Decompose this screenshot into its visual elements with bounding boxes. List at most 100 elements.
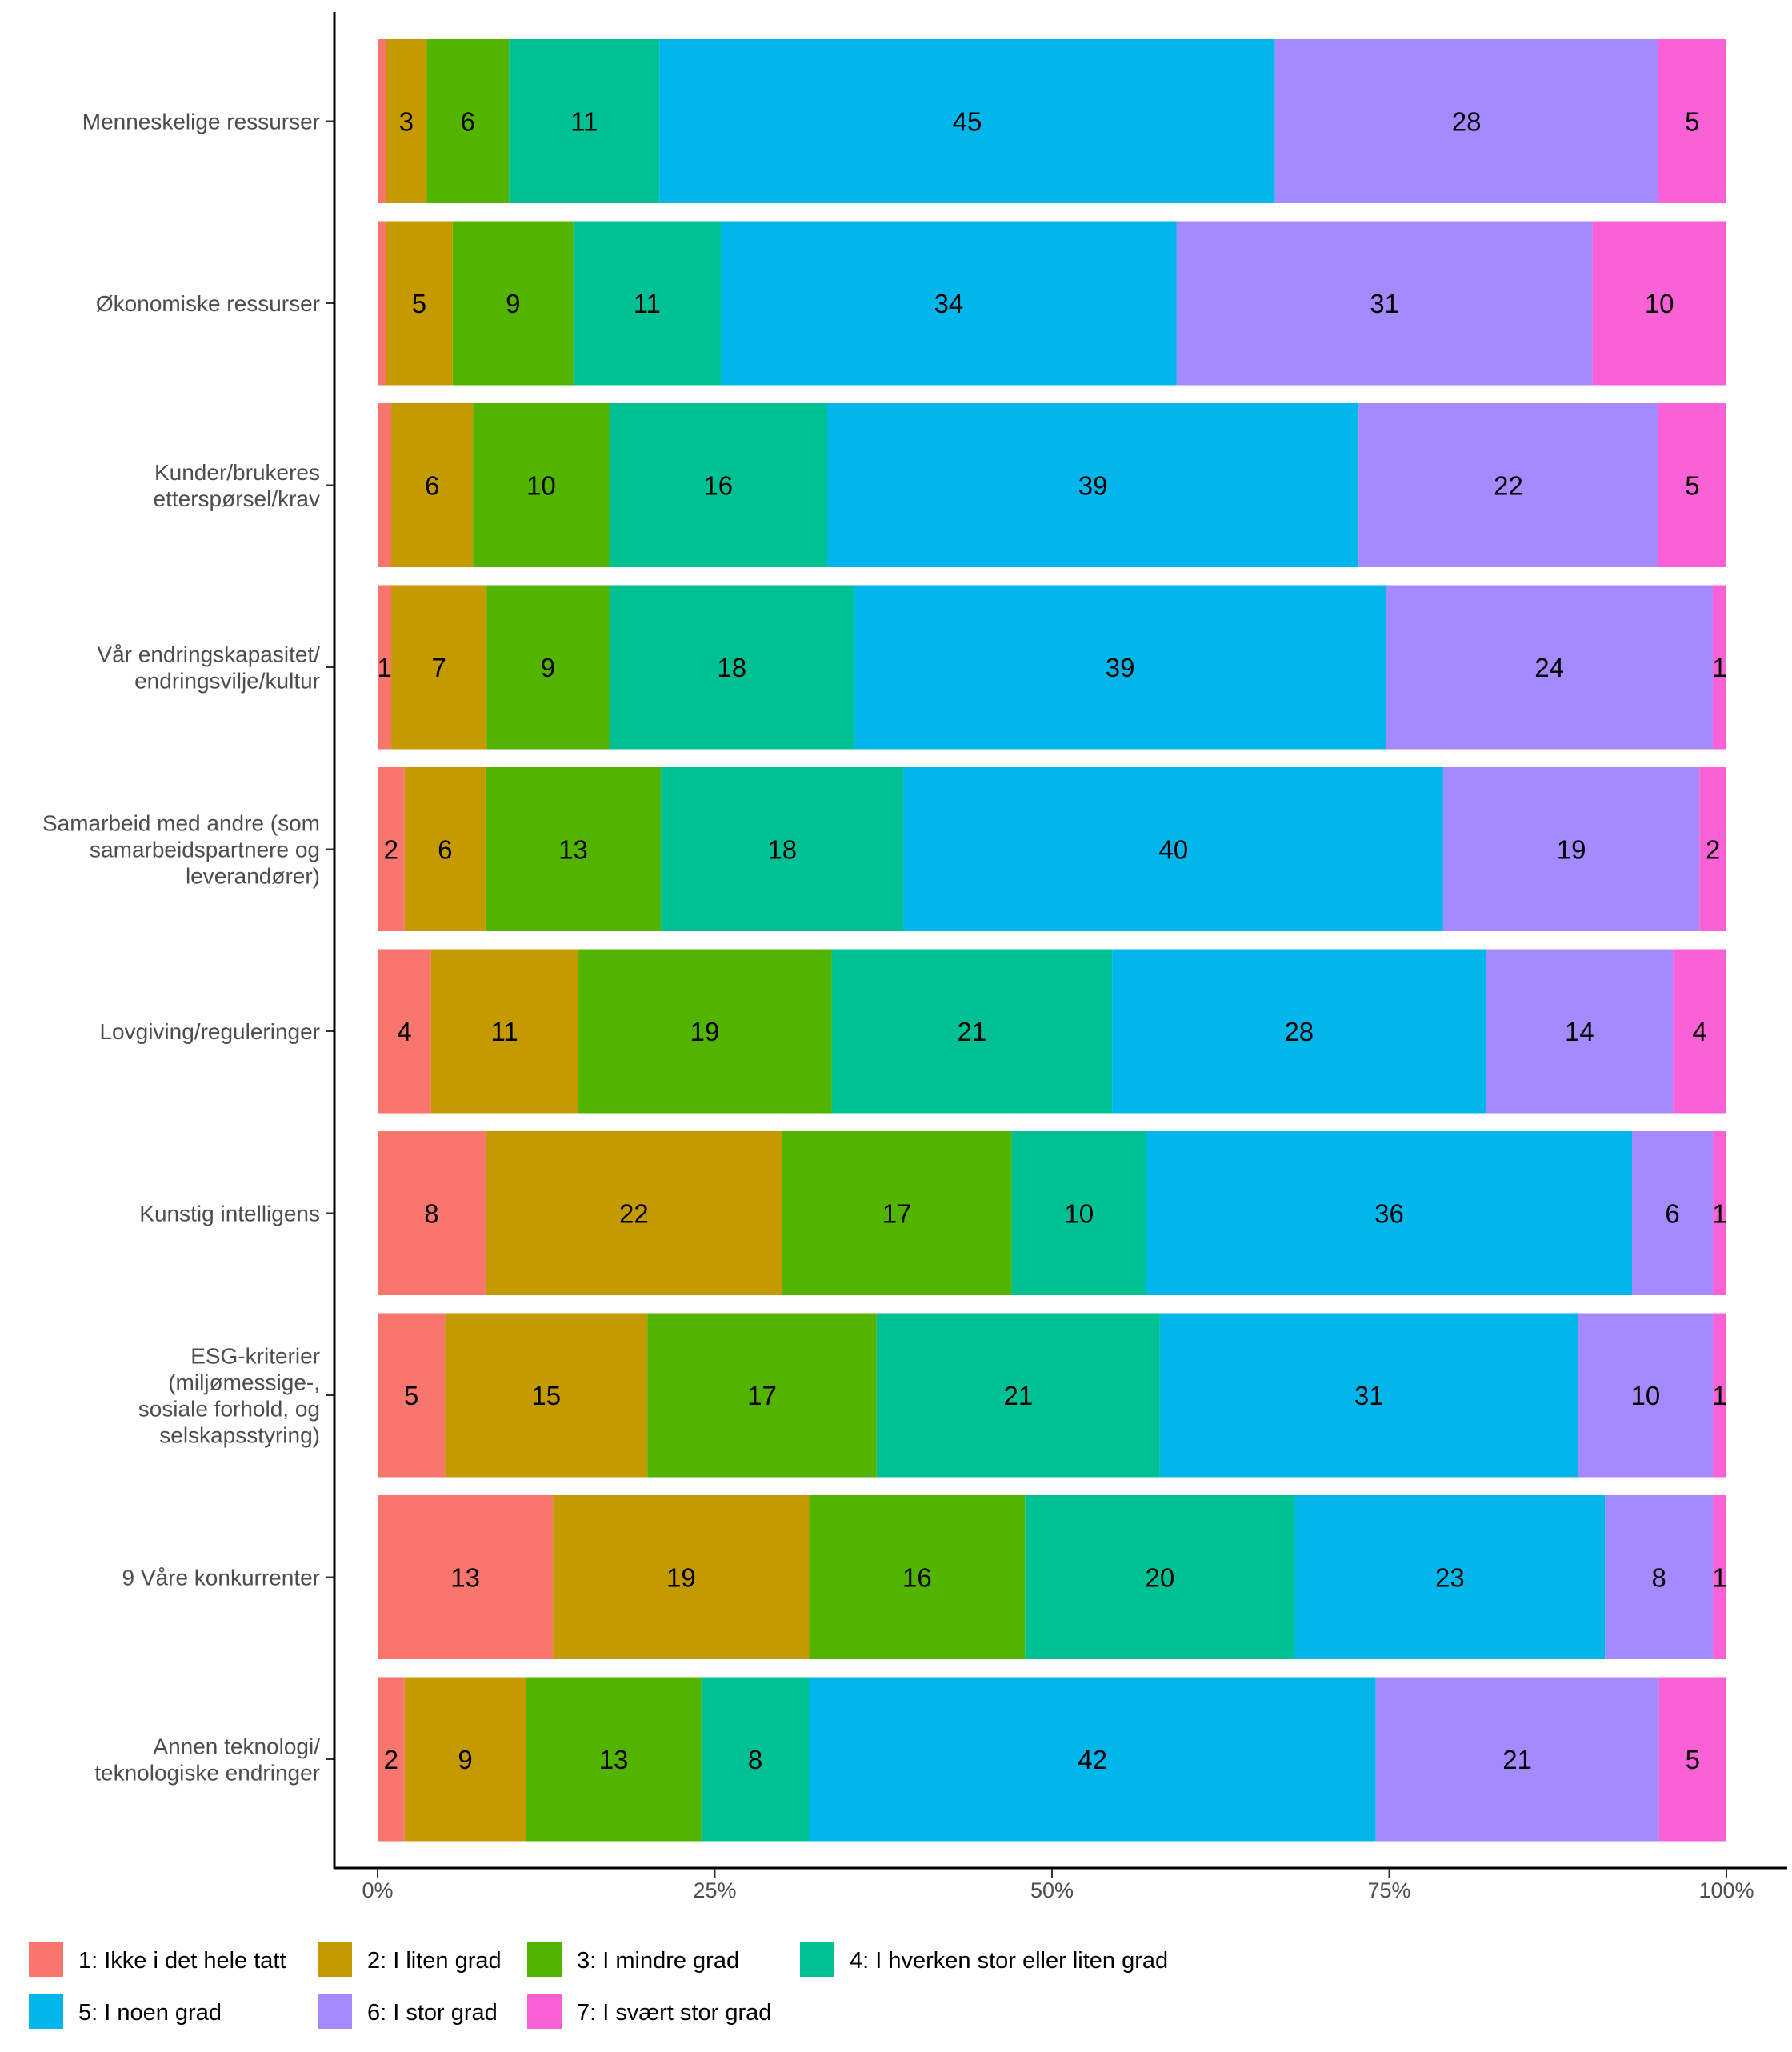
category-label-line: leverandører) — [186, 864, 320, 889]
category-label: ESG-kriterier (miljømessige-, sosiale forh… — [138, 1344, 320, 1448]
bar-segment — [1592, 221, 1726, 386]
x-tick-label: 50% — [1030, 1878, 1074, 1902]
legend-swatch — [318, 1942, 352, 1977]
bar-segment — [386, 39, 427, 203]
data-label: 22 — [619, 1199, 649, 1229]
data-label: 5 — [1685, 107, 1699, 137]
category-label-line: Kunstig intelligens — [139, 1202, 320, 1226]
bar-segment — [1112, 949, 1486, 1114]
bar-segment — [378, 403, 392, 567]
bar-segment — [378, 1677, 405, 1842]
data-label: 34 — [934, 289, 964, 318]
data-label: 19 — [1557, 835, 1586, 865]
bar-row: 4 11 19 21 28 14 4 — [378, 949, 1726, 1114]
data-label: 6 — [425, 471, 439, 501]
bar-row: 2 6 13 18 40 19 2 — [378, 767, 1726, 931]
category-label: Lovgiving/reguleringer — [99, 1019, 320, 1044]
bar-segment — [378, 221, 386, 386]
category-label-line: sosiale forhold, og — [138, 1397, 320, 1422]
bar-segment — [1274, 39, 1658, 203]
data-label: 2 — [384, 835, 398, 865]
category-label-line: Økonomiske ressurser — [96, 291, 320, 316]
data-label: 6 — [438, 835, 452, 865]
bar-segment — [445, 1313, 648, 1478]
bar-segment — [1605, 1495, 1714, 1659]
bar-segment — [782, 1131, 1012, 1295]
data-label: 2 — [1706, 835, 1720, 865]
bar-segment — [903, 767, 1443, 931]
legend-label: 1: Ikke i det hele tatt — [78, 1948, 286, 1974]
data-label: 42 — [1078, 1745, 1107, 1774]
data-label: 17 — [882, 1199, 912, 1229]
bar-segment — [1578, 1313, 1714, 1478]
category-label: 9 Våre konkurrenter — [122, 1566, 320, 1590]
data-label: 21 — [1502, 1745, 1532, 1774]
data-label: 1 — [377, 653, 391, 682]
bar-segment — [509, 39, 660, 203]
data-label: 10 — [1064, 1199, 1094, 1229]
bar-segment — [647, 1313, 877, 1478]
bar-segment — [486, 585, 610, 750]
data-label: 8 — [1652, 1563, 1666, 1593]
data-label: 39 — [1078, 471, 1108, 501]
category-label: Annen teknologi/teknologiske endringer — [94, 1734, 320, 1786]
data-label: 16 — [902, 1563, 932, 1593]
bar-segment — [609, 585, 855, 750]
data-label: 28 — [1452, 107, 1482, 137]
data-label: 19 — [666, 1563, 696, 1593]
bar-segment — [701, 1677, 810, 1842]
data-label: 10 — [1645, 289, 1674, 318]
bar-row: 6 10 16 39 22 5 — [378, 403, 1726, 567]
bar-segment — [854, 585, 1386, 750]
bar-row: 2 9 13 8 42 21 5 — [378, 1677, 1726, 1842]
category-label-line: samarbeidspartnere og — [90, 838, 320, 862]
bar-segment — [1673, 949, 1726, 1114]
data-label: 13 — [558, 835, 588, 865]
data-label: 19 — [690, 1017, 720, 1046]
bar-segment — [1486, 949, 1674, 1114]
category-label: Samarbeid med andre (som samarbeidspartne… — [42, 811, 320, 889]
data-label: 9 — [506, 289, 520, 318]
legend-item: 7: I svært stor grad — [527, 1994, 771, 2029]
category-label-line: (miljømessige-, — [168, 1370, 320, 1395]
legend-swatch — [527, 1994, 562, 2029]
data-label: 7 — [431, 653, 446, 682]
data-label: 1 — [1712, 653, 1726, 682]
legend-item: 2: I liten grad — [318, 1942, 502, 1977]
bar-segment — [1631, 1131, 1714, 1295]
legend-item: 5: I noen grad — [29, 1994, 222, 2029]
bar-segment — [1713, 1495, 1726, 1659]
bar-segment — [1375, 1677, 1659, 1842]
data-label: 16 — [703, 471, 733, 501]
bar-segment — [831, 949, 1113, 1114]
legend-label: 2: I liten grad — [367, 1948, 502, 1974]
legend-swatch — [29, 1942, 63, 1977]
bar-segment — [1386, 585, 1713, 750]
data-label: 11 — [490, 1017, 518, 1046]
legend-label: 6: I stor grad — [367, 2000, 498, 2026]
bar-segment — [378, 1495, 554, 1659]
category-label: Økonomiske ressurser — [96, 291, 320, 316]
bar-segment — [378, 767, 405, 931]
data-label: 6 — [461, 107, 475, 137]
bar-segment — [485, 1131, 782, 1295]
bar-segment — [1713, 1313, 1726, 1478]
legend-label: 7: I svært stor grad — [577, 2000, 771, 2026]
bar-segment — [526, 1677, 702, 1842]
category-label-line: 9 Våre konkurrenter — [122, 1566, 320, 1590]
data-label: 11 — [634, 289, 661, 318]
data-label: 18 — [717, 653, 746, 682]
bar-segment — [578, 949, 832, 1114]
data-label: 5 — [1685, 471, 1699, 501]
legend-label: 3: I mindre grad — [577, 1948, 739, 1974]
bar-segment — [391, 585, 487, 750]
bar-segment — [827, 403, 1359, 567]
category-label-line: Samarbeid med andre (som — [42, 811, 320, 836]
bar-segment — [1712, 585, 1726, 750]
data-label: 28 — [1284, 1017, 1314, 1046]
bar-segment — [378, 1313, 446, 1478]
data-label: 2 — [384, 1745, 398, 1774]
bar-row: 5 15 17 21 31 10 1 — [378, 1313, 1727, 1478]
bar-segment — [391, 403, 474, 567]
category-label: Kunder/brukeres etterspørsel/krav — [154, 460, 321, 511]
